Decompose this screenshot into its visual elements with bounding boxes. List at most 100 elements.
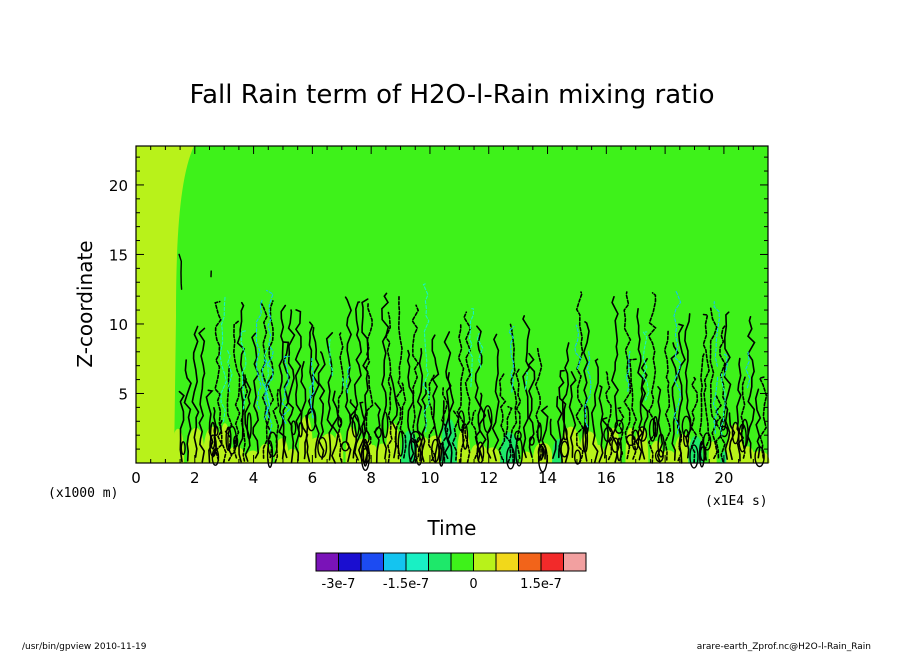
contour-line bbox=[476, 332, 484, 368]
x-tick-label: 12 bbox=[479, 469, 498, 487]
contour-line bbox=[463, 311, 472, 464]
contour-lines bbox=[178, 253, 768, 473]
y-tick-label: 10 bbox=[109, 316, 128, 334]
lime-region bbox=[136, 146, 194, 463]
x-tick-label: 14 bbox=[538, 469, 557, 487]
contour-line bbox=[214, 300, 223, 461]
contour-line bbox=[345, 366, 351, 394]
contour-line bbox=[394, 295, 403, 460]
colorbar-cell bbox=[428, 552, 452, 572]
contour-line bbox=[713, 301, 720, 367]
contour-line bbox=[178, 253, 183, 290]
contour-loop bbox=[351, 413, 360, 438]
contour-line bbox=[416, 348, 425, 462]
x-tick-label: 2 bbox=[190, 469, 200, 487]
x-tick-label: 10 bbox=[420, 469, 439, 487]
x-axis-unit: (x1E4 s) bbox=[705, 494, 768, 509]
contour-line bbox=[420, 381, 427, 463]
x-tick-label: 16 bbox=[597, 469, 616, 487]
contour-line bbox=[373, 402, 381, 464]
contour-line bbox=[305, 321, 314, 463]
x-tick-label: 8 bbox=[366, 469, 376, 487]
contour-line bbox=[754, 388, 762, 459]
contour-loop bbox=[689, 444, 699, 469]
contour-line bbox=[468, 308, 475, 388]
colorbar-cell bbox=[563, 552, 587, 572]
contour-line bbox=[427, 374, 436, 462]
contour-loop bbox=[362, 438, 368, 467]
x-tick-label: 6 bbox=[308, 469, 318, 487]
contour-loop bbox=[537, 443, 548, 473]
contour-line bbox=[498, 371, 507, 461]
contour-loop bbox=[462, 423, 469, 450]
contour-loop bbox=[457, 410, 465, 432]
colorbar-cell bbox=[360, 552, 384, 572]
contour-line bbox=[226, 348, 233, 392]
contour-loop bbox=[698, 440, 705, 468]
contour-line bbox=[470, 409, 480, 460]
contour-line bbox=[723, 353, 728, 377]
contour-line bbox=[663, 330, 672, 461]
contour-line bbox=[549, 418, 557, 459]
contour-line bbox=[353, 301, 363, 461]
contour-loop bbox=[537, 422, 542, 442]
x-axis: 0 2 4 6 8 10 12 14 16 18 20 bbox=[131, 146, 769, 487]
contour-loop bbox=[515, 437, 523, 467]
x-tick-label: 18 bbox=[656, 469, 675, 487]
contour-line bbox=[431, 334, 440, 464]
contour-line bbox=[677, 323, 686, 464]
contour-line bbox=[508, 325, 515, 393]
contour-loop bbox=[573, 449, 582, 465]
contour-loop bbox=[267, 431, 278, 458]
contour-loop bbox=[754, 446, 765, 468]
contour-loop bbox=[298, 422, 303, 438]
colorbar-cell bbox=[540, 552, 564, 572]
surface-blob bbox=[660, 450, 677, 463]
contour-loop bbox=[180, 441, 186, 456]
contour-line bbox=[590, 358, 600, 463]
colorbar-cell bbox=[338, 552, 362, 572]
contour-line bbox=[272, 388, 280, 464]
contour-loop bbox=[681, 415, 691, 438]
contour-line bbox=[719, 373, 726, 436]
contour-line bbox=[244, 378, 252, 462]
contour-line bbox=[281, 355, 291, 425]
y-axis: 5 10 15 20 bbox=[109, 156, 768, 450]
contour-line bbox=[219, 418, 227, 463]
field-background bbox=[136, 146, 768, 463]
contour-line bbox=[728, 412, 736, 461]
contour-line bbox=[309, 374, 315, 419]
contour-line bbox=[478, 392, 487, 462]
contour-line bbox=[443, 331, 452, 460]
contour-line bbox=[251, 332, 260, 459]
contour-loop bbox=[374, 426, 382, 439]
contour-loop bbox=[603, 426, 614, 443]
contour-line bbox=[261, 357, 269, 420]
contour-line bbox=[300, 361, 309, 460]
contour-line bbox=[278, 304, 287, 460]
contour-line bbox=[178, 390, 185, 463]
contour-loop bbox=[266, 440, 274, 469]
contour-line bbox=[341, 375, 345, 387]
contour-line bbox=[437, 400, 445, 462]
contour-line bbox=[522, 315, 531, 459]
contour-line bbox=[263, 347, 271, 412]
colorbar-cell bbox=[450, 552, 474, 572]
contour-loop bbox=[528, 436, 535, 446]
contour-line bbox=[486, 409, 493, 459]
contour-loop bbox=[562, 427, 568, 441]
contour-line bbox=[617, 406, 625, 461]
contour-line bbox=[349, 399, 358, 459]
contour-line bbox=[265, 289, 274, 433]
contour-line bbox=[191, 325, 200, 458]
contour-line bbox=[582, 321, 590, 462]
contour-loop bbox=[317, 436, 328, 459]
surface-blob bbox=[318, 433, 339, 463]
contour-line bbox=[584, 350, 592, 428]
contour-line bbox=[451, 410, 460, 461]
contour-line bbox=[328, 339, 333, 377]
contour-line bbox=[357, 401, 366, 461]
contour-line bbox=[411, 304, 420, 462]
contour-loop bbox=[654, 449, 664, 463]
contour-loop bbox=[337, 417, 343, 428]
